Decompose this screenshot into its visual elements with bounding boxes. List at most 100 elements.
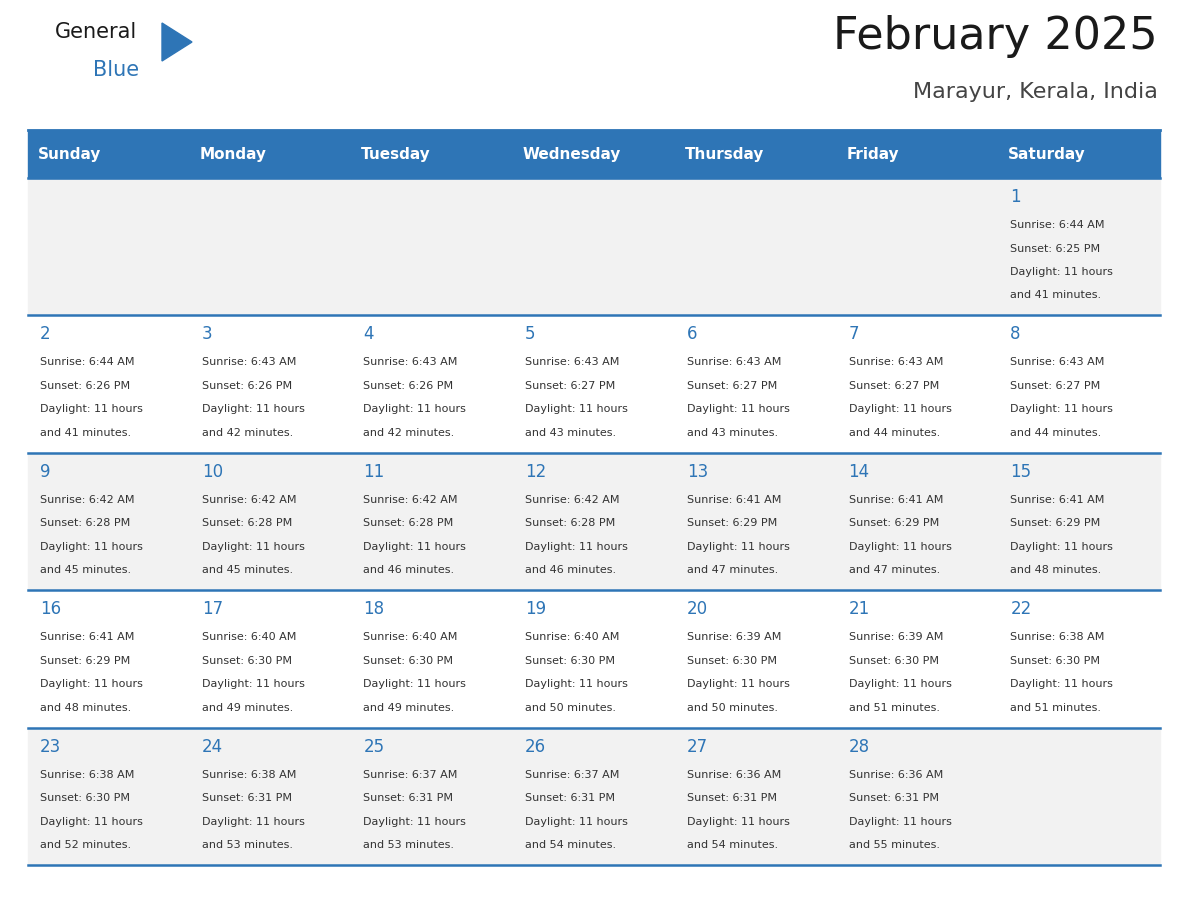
Text: Sunrise: 6:40 AM: Sunrise: 6:40 AM xyxy=(364,633,457,643)
Text: 26: 26 xyxy=(525,737,546,756)
Text: Daylight: 11 hours: Daylight: 11 hours xyxy=(40,817,143,826)
Text: Sunset: 6:29 PM: Sunset: 6:29 PM xyxy=(1010,519,1100,528)
Text: 5: 5 xyxy=(525,325,536,343)
Text: Daylight: 11 hours: Daylight: 11 hours xyxy=(364,542,467,552)
Text: and 45 minutes.: and 45 minutes. xyxy=(202,565,292,576)
Text: and 44 minutes.: and 44 minutes. xyxy=(1010,428,1101,438)
Text: and 46 minutes.: and 46 minutes. xyxy=(364,565,455,576)
Text: and 45 minutes.: and 45 minutes. xyxy=(40,565,131,576)
Text: Monday: Monday xyxy=(200,147,266,162)
Text: Daylight: 11 hours: Daylight: 11 hours xyxy=(202,817,304,826)
Text: Daylight: 11 hours: Daylight: 11 hours xyxy=(848,542,952,552)
Text: and 52 minutes.: and 52 minutes. xyxy=(40,840,131,850)
Text: Sunset: 6:31 PM: Sunset: 6:31 PM xyxy=(848,793,939,803)
Text: Sunset: 6:29 PM: Sunset: 6:29 PM xyxy=(848,519,939,528)
Text: and 49 minutes.: and 49 minutes. xyxy=(364,702,455,712)
Text: Sunset: 6:28 PM: Sunset: 6:28 PM xyxy=(40,519,131,528)
Text: 6: 6 xyxy=(687,325,697,343)
Text: 18: 18 xyxy=(364,600,385,618)
Text: 2: 2 xyxy=(40,325,51,343)
Text: Daylight: 11 hours: Daylight: 11 hours xyxy=(40,679,143,689)
Text: Daylight: 11 hours: Daylight: 11 hours xyxy=(687,679,790,689)
Bar xyxy=(29,728,1159,865)
Text: and 50 minutes.: and 50 minutes. xyxy=(525,702,617,712)
Text: Daylight: 11 hours: Daylight: 11 hours xyxy=(848,817,952,826)
Text: February 2025: February 2025 xyxy=(833,15,1158,58)
Text: and 49 minutes.: and 49 minutes. xyxy=(202,702,293,712)
Text: 9: 9 xyxy=(40,463,51,481)
Text: 27: 27 xyxy=(687,737,708,756)
Text: 14: 14 xyxy=(848,463,870,481)
Text: Sunrise: 6:36 AM: Sunrise: 6:36 AM xyxy=(687,769,781,779)
Text: Sunset: 6:26 PM: Sunset: 6:26 PM xyxy=(364,381,454,391)
Text: Daylight: 11 hours: Daylight: 11 hours xyxy=(525,405,628,414)
Text: and 50 minutes.: and 50 minutes. xyxy=(687,702,778,712)
Text: Sunrise: 6:40 AM: Sunrise: 6:40 AM xyxy=(202,633,296,643)
Text: Sunrise: 6:37 AM: Sunrise: 6:37 AM xyxy=(525,769,619,779)
Text: and 48 minutes.: and 48 minutes. xyxy=(40,702,131,712)
Text: Sunrise: 6:38 AM: Sunrise: 6:38 AM xyxy=(1010,633,1105,643)
Text: and 44 minutes.: and 44 minutes. xyxy=(848,428,940,438)
Bar xyxy=(29,316,1159,453)
Text: Sunset: 6:25 PM: Sunset: 6:25 PM xyxy=(1010,243,1100,253)
Text: and 55 minutes.: and 55 minutes. xyxy=(848,840,940,850)
Text: Sunrise: 6:41 AM: Sunrise: 6:41 AM xyxy=(848,495,943,505)
Text: 10: 10 xyxy=(202,463,223,481)
Text: 23: 23 xyxy=(40,737,62,756)
Text: Sunset: 6:30 PM: Sunset: 6:30 PM xyxy=(364,655,454,666)
Text: Sunset: 6:31 PM: Sunset: 6:31 PM xyxy=(202,793,292,803)
Text: Friday: Friday xyxy=(846,147,899,162)
Bar xyxy=(836,130,998,178)
Text: Sunset: 6:29 PM: Sunset: 6:29 PM xyxy=(40,655,131,666)
Text: Sunset: 6:30 PM: Sunset: 6:30 PM xyxy=(525,655,615,666)
Text: Sunset: 6:26 PM: Sunset: 6:26 PM xyxy=(202,381,292,391)
Text: 7: 7 xyxy=(848,325,859,343)
Text: Sunrise: 6:40 AM: Sunrise: 6:40 AM xyxy=(525,633,619,643)
Bar xyxy=(675,130,836,178)
Text: Sunset: 6:30 PM: Sunset: 6:30 PM xyxy=(848,655,939,666)
Bar xyxy=(513,130,675,178)
Text: 20: 20 xyxy=(687,600,708,618)
Text: and 42 minutes.: and 42 minutes. xyxy=(202,428,293,438)
Bar xyxy=(352,130,513,178)
Text: General: General xyxy=(55,22,138,42)
Text: 22: 22 xyxy=(1010,600,1031,618)
Text: and 51 minutes.: and 51 minutes. xyxy=(848,702,940,712)
Text: Daylight: 11 hours: Daylight: 11 hours xyxy=(1010,542,1113,552)
Text: and 53 minutes.: and 53 minutes. xyxy=(364,840,455,850)
Text: and 47 minutes.: and 47 minutes. xyxy=(848,565,940,576)
Text: Daylight: 11 hours: Daylight: 11 hours xyxy=(525,817,628,826)
Text: Sunrise: 6:43 AM: Sunrise: 6:43 AM xyxy=(202,357,296,367)
Text: Daylight: 11 hours: Daylight: 11 hours xyxy=(687,817,790,826)
Text: 19: 19 xyxy=(525,600,546,618)
Text: Daylight: 11 hours: Daylight: 11 hours xyxy=(1010,267,1113,277)
Text: Sunrise: 6:43 AM: Sunrise: 6:43 AM xyxy=(364,357,457,367)
Text: and 54 minutes.: and 54 minutes. xyxy=(525,840,617,850)
Text: 1: 1 xyxy=(1010,188,1020,206)
Text: Wednesday: Wednesday xyxy=(523,147,621,162)
Text: 4: 4 xyxy=(364,325,374,343)
Text: and 46 minutes.: and 46 minutes. xyxy=(525,565,617,576)
Bar xyxy=(29,590,1159,728)
Text: Sunset: 6:27 PM: Sunset: 6:27 PM xyxy=(848,381,939,391)
Text: Sunset: 6:31 PM: Sunset: 6:31 PM xyxy=(687,793,777,803)
Text: Daylight: 11 hours: Daylight: 11 hours xyxy=(848,405,952,414)
Text: Daylight: 11 hours: Daylight: 11 hours xyxy=(40,542,143,552)
Text: Daylight: 11 hours: Daylight: 11 hours xyxy=(1010,679,1113,689)
Text: Daylight: 11 hours: Daylight: 11 hours xyxy=(848,679,952,689)
Text: 24: 24 xyxy=(202,737,223,756)
Text: Sunrise: 6:39 AM: Sunrise: 6:39 AM xyxy=(687,633,782,643)
Text: Sunset: 6:28 PM: Sunset: 6:28 PM xyxy=(525,519,615,528)
Text: 3: 3 xyxy=(202,325,213,343)
Text: Sunrise: 6:41 AM: Sunrise: 6:41 AM xyxy=(1010,495,1105,505)
Text: Sunrise: 6:39 AM: Sunrise: 6:39 AM xyxy=(848,633,943,643)
Text: Sunday: Sunday xyxy=(38,147,101,162)
Bar xyxy=(29,453,1159,590)
Text: 13: 13 xyxy=(687,463,708,481)
Text: Sunrise: 6:43 AM: Sunrise: 6:43 AM xyxy=(1010,357,1105,367)
Text: Sunset: 6:30 PM: Sunset: 6:30 PM xyxy=(1010,655,1100,666)
Text: Sunrise: 6:42 AM: Sunrise: 6:42 AM xyxy=(40,495,134,505)
Text: 16: 16 xyxy=(40,600,61,618)
Text: Thursday: Thursday xyxy=(684,147,764,162)
Text: Sunset: 6:28 PM: Sunset: 6:28 PM xyxy=(364,519,454,528)
